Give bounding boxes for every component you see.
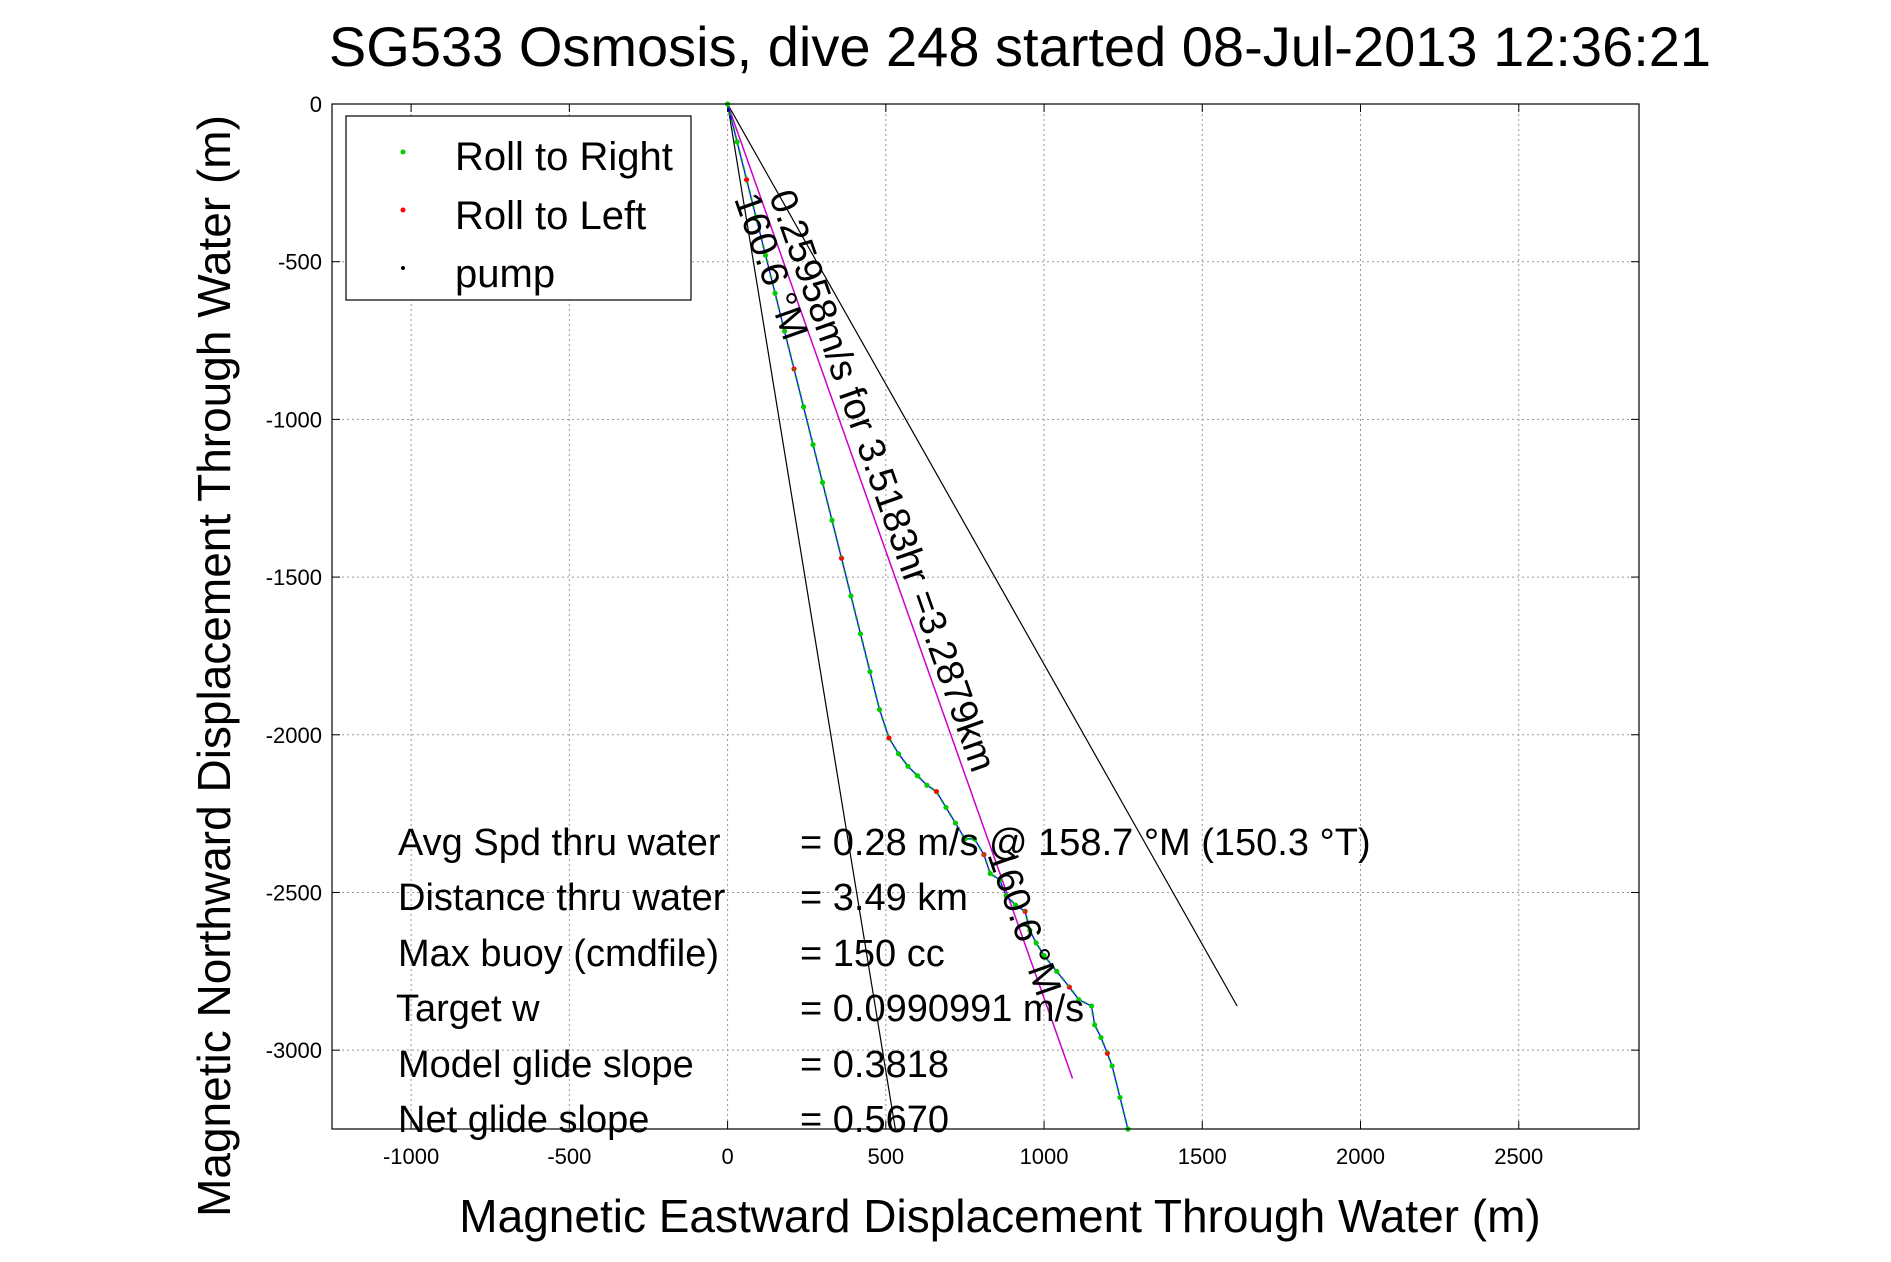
legend-marker-roll-left [400, 207, 406, 213]
stat-value-model-glide: = 0.3818 [800, 1044, 949, 1086]
track-point [962, 836, 968, 842]
y-tick-label: -2500 [266, 880, 322, 905]
legend-label-pump: pump [455, 252, 555, 296]
stats-block: Avg Spd thru water = 0.28 m/s @ 158.7 °M… [396, 822, 1371, 1141]
x-tick-label: 2000 [1336, 1144, 1385, 1169]
annotation-label: 0.25958m/s for 3.5183hr =3.2879km [760, 185, 1003, 778]
stat-value-target-w: = 0.0990991 m/s [800, 988, 1084, 1030]
y-tick-label: -1000 [266, 407, 322, 432]
wedge-line-left [726, 103, 896, 1130]
x-tick-label: -500 [547, 1144, 591, 1169]
legend-label-roll-left: Roll to Left [455, 194, 646, 238]
x-tick-label: 2500 [1494, 1144, 1543, 1169]
legend-label-roll-right: Roll to Right [455, 135, 673, 179]
x-tick-label: 1000 [1020, 1144, 1069, 1169]
stat-label-avg-spd: Avg Spd thru water [398, 822, 721, 864]
wedge-line-right [727, 103, 1238, 1007]
legend: Roll to Right Roll to Left pump [345, 115, 692, 301]
y-axis-label: Magnetic Northward Displacement Through … [188, 115, 240, 1217]
heading-line [726, 103, 1074, 1079]
stat-label-max-buoy: Max buoy (cmdfile) [398, 933, 719, 975]
y-tick-label: -1500 [266, 565, 322, 590]
ticks: -1000 -500 0 500 1000 1500 2000 2500 0 -500 -1000 -… [266, 92, 1639, 1169]
plot-area: 0.25958m/s for 3.5183hr =3.2879km 160.6 °… [724, 101, 1238, 1132]
track-point [819, 479, 826, 486]
track-roll-right-overlay [726, 103, 1130, 1130]
x-tick-label: -1000 [383, 1144, 439, 1169]
annotation-label: 160.6 °M [979, 844, 1069, 1002]
x-tick-label: 0 [721, 1144, 733, 1169]
y-tick-label: -2000 [266, 723, 322, 748]
stat-value-avg-spd: = 0.28 m/s @ 158.7 °M (150.3 °T) [800, 822, 1371, 864]
y-tick-label: -500 [278, 250, 322, 275]
stat-label-target-w: Target w [396, 988, 540, 1030]
legend-marker-roll-right [400, 149, 406, 155]
chart-title: SG533 Osmosis, dive 248 started 08-Jul-2… [329, 15, 1711, 78]
legend-marker-pump [401, 266, 405, 270]
y-tick-label: 0 [310, 92, 322, 117]
stat-label-net-glide: Net glide slope [398, 1099, 649, 1141]
stat-label-model-glide: Model glide slope [398, 1044, 694, 1086]
stat-value-net-glide: = 0.5670 [800, 1099, 949, 1141]
x-tick-label: 1500 [1178, 1144, 1227, 1169]
stat-value-distance: = 3.49 km [800, 877, 968, 919]
x-tick-label: 500 [867, 1144, 904, 1169]
y-tick-label: -3000 [266, 1038, 322, 1063]
stat-label-distance: Distance thru water [398, 877, 726, 919]
stat-value-max-buoy: = 150 cc [800, 933, 945, 975]
track-point [743, 177, 750, 183]
plot-frame [331, 103, 1640, 1130]
track-point [987, 870, 993, 877]
x-axis-label: Magnetic Eastward Displacement Through W… [459, 1190, 1540, 1242]
